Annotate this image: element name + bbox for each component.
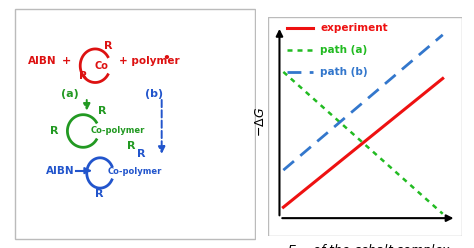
Text: R: R — [127, 141, 136, 151]
Text: R: R — [50, 126, 58, 136]
Text: R: R — [79, 71, 87, 81]
Text: $-\Delta G$: $-\Delta G$ — [254, 107, 266, 137]
Text: path (a): path (a) — [320, 45, 367, 55]
Text: Co-polymer: Co-polymer — [107, 167, 162, 176]
Text: path (b): path (b) — [320, 67, 368, 77]
Text: Co: Co — [94, 61, 108, 71]
Text: R: R — [137, 149, 146, 159]
Text: +: + — [62, 56, 71, 66]
Text: •: • — [163, 52, 171, 65]
Text: AIBN: AIBN — [27, 56, 56, 66]
Text: $E_{1/2}$ of the cobalt complex: $E_{1/2}$ of the cobalt complex — [287, 243, 451, 248]
Text: AIBN: AIBN — [46, 166, 74, 176]
Text: experiment: experiment — [320, 23, 388, 33]
FancyBboxPatch shape — [268, 17, 462, 236]
Text: (b): (b) — [146, 89, 164, 99]
Text: + polymer: + polymer — [119, 56, 180, 66]
Text: R: R — [95, 189, 103, 199]
Text: Co-polymer: Co-polymer — [91, 126, 145, 135]
Text: R: R — [98, 106, 107, 116]
Text: R: R — [104, 41, 113, 51]
Text: (a): (a) — [61, 89, 79, 99]
FancyBboxPatch shape — [16, 9, 255, 239]
